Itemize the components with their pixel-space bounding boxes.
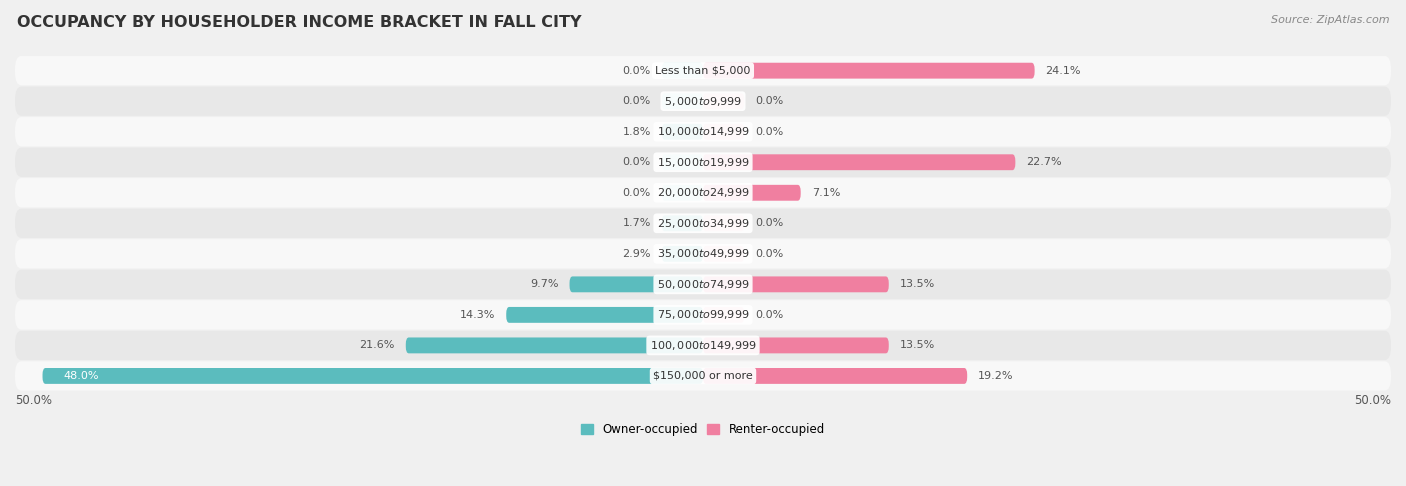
Text: 13.5%: 13.5%	[900, 340, 935, 350]
FancyBboxPatch shape	[703, 277, 889, 292]
FancyBboxPatch shape	[15, 117, 1391, 146]
Text: 14.3%: 14.3%	[460, 310, 495, 320]
Text: 50.0%: 50.0%	[15, 394, 52, 407]
Text: Source: ZipAtlas.com: Source: ZipAtlas.com	[1271, 15, 1389, 25]
FancyBboxPatch shape	[703, 155, 1015, 170]
FancyBboxPatch shape	[42, 368, 703, 384]
FancyBboxPatch shape	[15, 208, 1391, 238]
Text: $100,000 to $149,999: $100,000 to $149,999	[650, 339, 756, 352]
Text: $150,000 or more: $150,000 or more	[654, 371, 752, 381]
FancyBboxPatch shape	[703, 215, 744, 231]
FancyBboxPatch shape	[15, 178, 1391, 208]
FancyBboxPatch shape	[703, 63, 1035, 79]
Text: OCCUPANCY BY HOUSEHOLDER INCOME BRACKET IN FALL CITY: OCCUPANCY BY HOUSEHOLDER INCOME BRACKET …	[17, 15, 581, 30]
FancyBboxPatch shape	[15, 87, 1391, 116]
Text: $10,000 to $14,999: $10,000 to $14,999	[657, 125, 749, 138]
FancyBboxPatch shape	[662, 63, 703, 79]
Text: 0.0%: 0.0%	[755, 127, 783, 137]
Text: $75,000 to $99,999: $75,000 to $99,999	[657, 309, 749, 321]
FancyBboxPatch shape	[703, 124, 744, 139]
FancyBboxPatch shape	[506, 307, 703, 323]
FancyBboxPatch shape	[703, 185, 800, 201]
Text: 0.0%: 0.0%	[623, 188, 651, 198]
Text: 50.0%: 50.0%	[1354, 394, 1391, 407]
Text: 2.9%: 2.9%	[623, 249, 651, 259]
FancyBboxPatch shape	[703, 307, 744, 323]
Text: $20,000 to $24,999: $20,000 to $24,999	[657, 186, 749, 199]
FancyBboxPatch shape	[15, 239, 1391, 268]
Text: 0.0%: 0.0%	[623, 96, 651, 106]
FancyBboxPatch shape	[662, 215, 703, 231]
Text: 0.0%: 0.0%	[623, 66, 651, 76]
Text: $5,000 to $9,999: $5,000 to $9,999	[664, 95, 742, 108]
FancyBboxPatch shape	[662, 124, 703, 139]
FancyBboxPatch shape	[15, 148, 1391, 177]
FancyBboxPatch shape	[569, 277, 703, 292]
Text: 13.5%: 13.5%	[900, 279, 935, 289]
FancyBboxPatch shape	[406, 337, 703, 353]
FancyBboxPatch shape	[15, 56, 1391, 86]
FancyBboxPatch shape	[703, 246, 744, 262]
FancyBboxPatch shape	[15, 331, 1391, 360]
FancyBboxPatch shape	[662, 185, 703, 201]
FancyBboxPatch shape	[703, 368, 967, 384]
FancyBboxPatch shape	[662, 155, 703, 170]
Text: 0.0%: 0.0%	[623, 157, 651, 167]
FancyBboxPatch shape	[15, 361, 1391, 391]
FancyBboxPatch shape	[662, 246, 703, 262]
Text: 1.7%: 1.7%	[623, 218, 651, 228]
Text: $35,000 to $49,999: $35,000 to $49,999	[657, 247, 749, 260]
Text: 24.1%: 24.1%	[1046, 66, 1081, 76]
FancyBboxPatch shape	[662, 93, 703, 109]
Text: $25,000 to $34,999: $25,000 to $34,999	[657, 217, 749, 230]
Text: 7.1%: 7.1%	[811, 188, 839, 198]
Text: 19.2%: 19.2%	[979, 371, 1014, 381]
Text: $50,000 to $74,999: $50,000 to $74,999	[657, 278, 749, 291]
Text: 22.7%: 22.7%	[1026, 157, 1062, 167]
Text: 0.0%: 0.0%	[755, 310, 783, 320]
FancyBboxPatch shape	[15, 270, 1391, 299]
FancyBboxPatch shape	[703, 337, 889, 353]
Text: 9.7%: 9.7%	[530, 279, 558, 289]
FancyBboxPatch shape	[703, 93, 744, 109]
Text: 48.0%: 48.0%	[63, 371, 98, 381]
Text: 21.6%: 21.6%	[360, 340, 395, 350]
FancyBboxPatch shape	[15, 300, 1391, 330]
Text: $15,000 to $19,999: $15,000 to $19,999	[657, 156, 749, 169]
Text: Less than $5,000: Less than $5,000	[655, 66, 751, 76]
Text: 0.0%: 0.0%	[755, 96, 783, 106]
Text: 0.0%: 0.0%	[755, 218, 783, 228]
Text: 0.0%: 0.0%	[755, 249, 783, 259]
Text: 1.8%: 1.8%	[623, 127, 651, 137]
Legend: Owner-occupied, Renter-occupied: Owner-occupied, Renter-occupied	[576, 418, 830, 441]
